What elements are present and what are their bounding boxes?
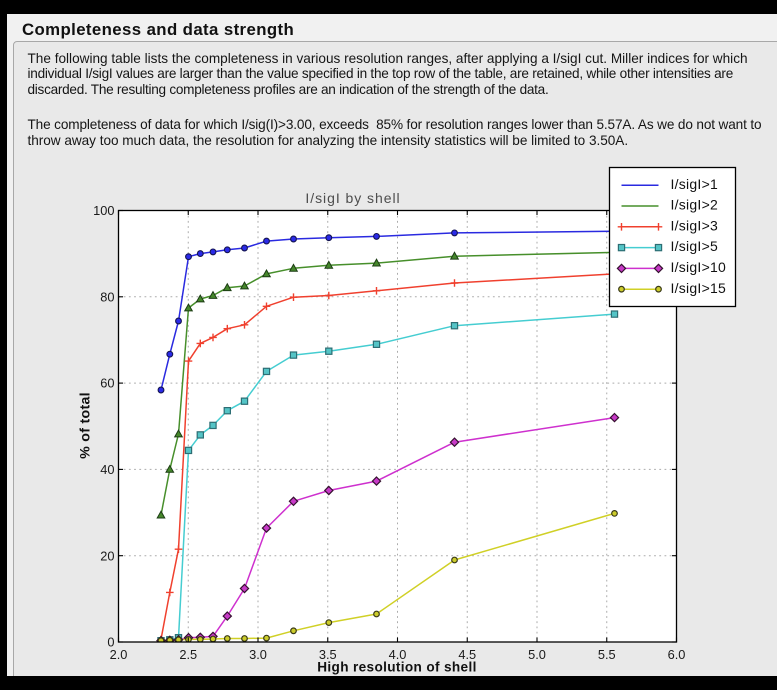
svg-text:I/sigI>1: I/sigI>1 [671,176,719,192]
svg-text:6.0: 6.0 [668,647,686,662]
svg-text:I/sigI by shell: I/sigI by shell [305,190,400,206]
svg-text:100: 100 [93,203,114,218]
svg-text:40: 40 [100,462,114,477]
svg-text:80: 80 [100,289,114,304]
svg-text:I/sigI>10: I/sigI>10 [671,259,727,275]
svg-text:I/sigI>2: I/sigI>2 [671,197,719,213]
svg-text:% of total: % of total [77,392,93,459]
svg-text:5.0: 5.0 [528,647,546,662]
svg-text:5.5: 5.5 [598,647,616,662]
svg-text:60: 60 [100,376,114,391]
svg-text:High resolution of shell: High resolution of shell [317,659,476,674]
svg-text:I/sigI>3: I/sigI>3 [671,217,719,233]
svg-text:I/sigI>5: I/sigI>5 [671,238,719,254]
svg-text:0: 0 [107,635,114,650]
svg-text:2.0: 2.0 [110,647,128,662]
svg-text:I/sigI>15: I/sigI>15 [671,280,727,296]
svg-text:3.5: 3.5 [319,647,337,662]
svg-text:20: 20 [100,548,114,563]
svg-text:4.5: 4.5 [458,647,476,662]
svg-text:3.0: 3.0 [249,647,267,662]
svg-text:2.5: 2.5 [179,647,197,662]
svg-text:4.0: 4.0 [389,647,407,662]
